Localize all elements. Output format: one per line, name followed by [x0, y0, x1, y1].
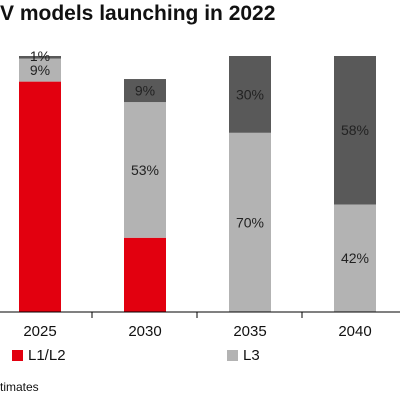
bar-l3-2030	[124, 102, 166, 238]
legend-label-l3: L3	[243, 347, 260, 364]
data-label-l3-2040: 42%	[341, 250, 369, 266]
bar-l4-2030	[124, 79, 166, 103]
data-label-l4-2035: 30%	[236, 86, 264, 102]
data-label-l4-2025: 1%	[30, 48, 50, 64]
bar-l1-l2-2025	[19, 81, 61, 312]
legend-swatch-l1-l2	[12, 350, 23, 361]
bar-l4-2040	[334, 56, 376, 205]
legend-item-l3: L3	[227, 347, 260, 364]
x-tick-label-2035: 2035	[233, 323, 266, 340]
x-tick-label-2040: 2040	[338, 323, 371, 340]
data-label-l4-2040: 58%	[341, 122, 369, 138]
chart-title: V models launching in 2022	[0, 2, 276, 25]
x-tick-label-2030: 2030	[128, 323, 161, 340]
data-label-l3-2030: 53%	[131, 162, 159, 178]
bar-l4-2035	[229, 56, 271, 133]
x-tick-label-2025: 2025	[23, 323, 56, 340]
legend-label-l1-l2: L1/L2	[28, 347, 66, 364]
data-label-l3-2025: 9%	[30, 62, 50, 78]
bar-l3-2040	[334, 204, 376, 312]
legend-item-l1-l2: L1/L2	[12, 347, 66, 364]
data-label-l3-2035: 70%	[236, 214, 264, 230]
bar-l3-2035	[229, 132, 271, 312]
bar-l3-2025	[19, 58, 61, 82]
legend-swatch-l3	[227, 350, 238, 361]
bar-l4-2025	[19, 56, 61, 59]
bar-l1-l2-2030	[124, 237, 166, 312]
data-label-l4-2030: 9%	[135, 83, 155, 99]
source-note: timates	[0, 380, 39, 394]
